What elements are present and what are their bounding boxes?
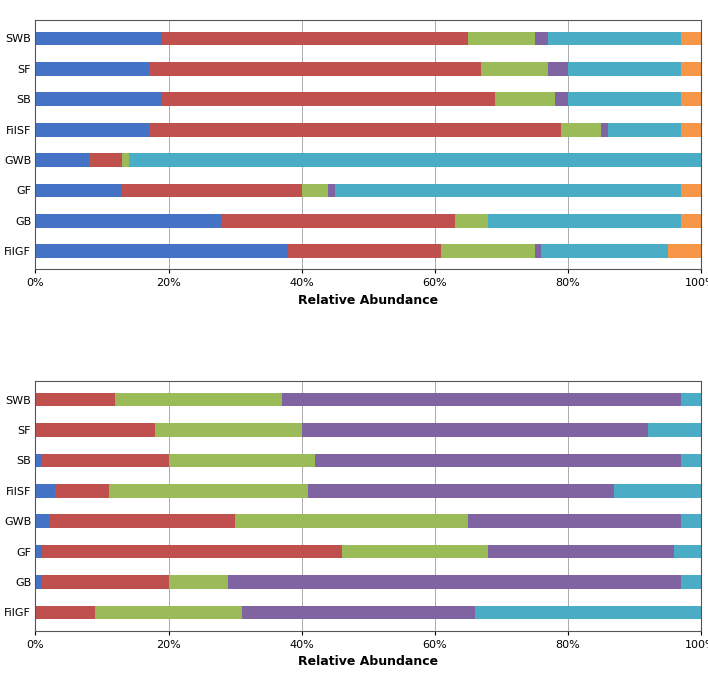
Bar: [488, 214, 681, 228]
Bar: [455, 214, 488, 228]
Bar: [241, 605, 474, 619]
Bar: [681, 214, 701, 228]
Bar: [35, 515, 49, 528]
Bar: [155, 423, 302, 437]
Bar: [115, 393, 282, 407]
Bar: [42, 454, 169, 467]
Bar: [49, 515, 235, 528]
Bar: [681, 32, 701, 45]
Bar: [35, 244, 288, 258]
Bar: [35, 92, 162, 106]
Bar: [149, 123, 561, 136]
Bar: [601, 123, 607, 136]
Bar: [681, 393, 701, 407]
Bar: [229, 575, 681, 589]
Bar: [668, 244, 701, 258]
Bar: [35, 575, 42, 589]
Bar: [35, 214, 222, 228]
Bar: [35, 62, 149, 76]
Bar: [149, 62, 481, 76]
Bar: [302, 184, 329, 197]
Bar: [607, 123, 681, 136]
Bar: [169, 575, 229, 589]
Bar: [35, 123, 149, 136]
Bar: [108, 484, 308, 498]
Bar: [222, 214, 455, 228]
Bar: [329, 184, 335, 197]
Bar: [302, 423, 648, 437]
Bar: [35, 423, 155, 437]
Bar: [548, 32, 681, 45]
Bar: [35, 153, 88, 167]
Bar: [681, 92, 701, 106]
Bar: [681, 575, 701, 589]
Bar: [468, 515, 681, 528]
Bar: [88, 153, 122, 167]
Bar: [122, 153, 129, 167]
Bar: [42, 575, 169, 589]
Bar: [681, 123, 701, 136]
Bar: [681, 454, 701, 467]
Bar: [308, 484, 615, 498]
Bar: [568, 62, 681, 76]
Bar: [35, 184, 122, 197]
Bar: [541, 244, 668, 258]
Bar: [288, 244, 441, 258]
Bar: [315, 454, 681, 467]
Bar: [535, 244, 541, 258]
Bar: [35, 544, 42, 559]
Bar: [122, 184, 302, 197]
Bar: [681, 184, 701, 197]
Bar: [681, 515, 701, 528]
Bar: [35, 454, 42, 467]
Bar: [162, 92, 495, 106]
X-axis label: Relative Abundance: Relative Abundance: [298, 294, 438, 307]
Bar: [535, 32, 548, 45]
Bar: [495, 92, 554, 106]
Bar: [548, 62, 568, 76]
Bar: [674, 544, 701, 559]
Bar: [681, 62, 701, 76]
Bar: [55, 484, 108, 498]
Bar: [35, 605, 96, 619]
Bar: [35, 393, 115, 407]
Bar: [129, 153, 701, 167]
Bar: [481, 62, 548, 76]
Bar: [42, 544, 341, 559]
Bar: [468, 32, 535, 45]
Bar: [96, 605, 241, 619]
Bar: [162, 32, 468, 45]
Bar: [554, 92, 568, 106]
Bar: [488, 544, 674, 559]
Bar: [441, 244, 535, 258]
Bar: [335, 184, 681, 197]
X-axis label: Relative Abundance: Relative Abundance: [298, 655, 438, 668]
Bar: [282, 393, 681, 407]
Bar: [35, 32, 162, 45]
Bar: [568, 92, 681, 106]
Bar: [341, 544, 488, 559]
Bar: [615, 484, 701, 498]
Bar: [35, 484, 55, 498]
Bar: [561, 123, 601, 136]
Bar: [235, 515, 468, 528]
Bar: [648, 423, 701, 437]
Bar: [474, 605, 701, 619]
Bar: [169, 454, 315, 467]
